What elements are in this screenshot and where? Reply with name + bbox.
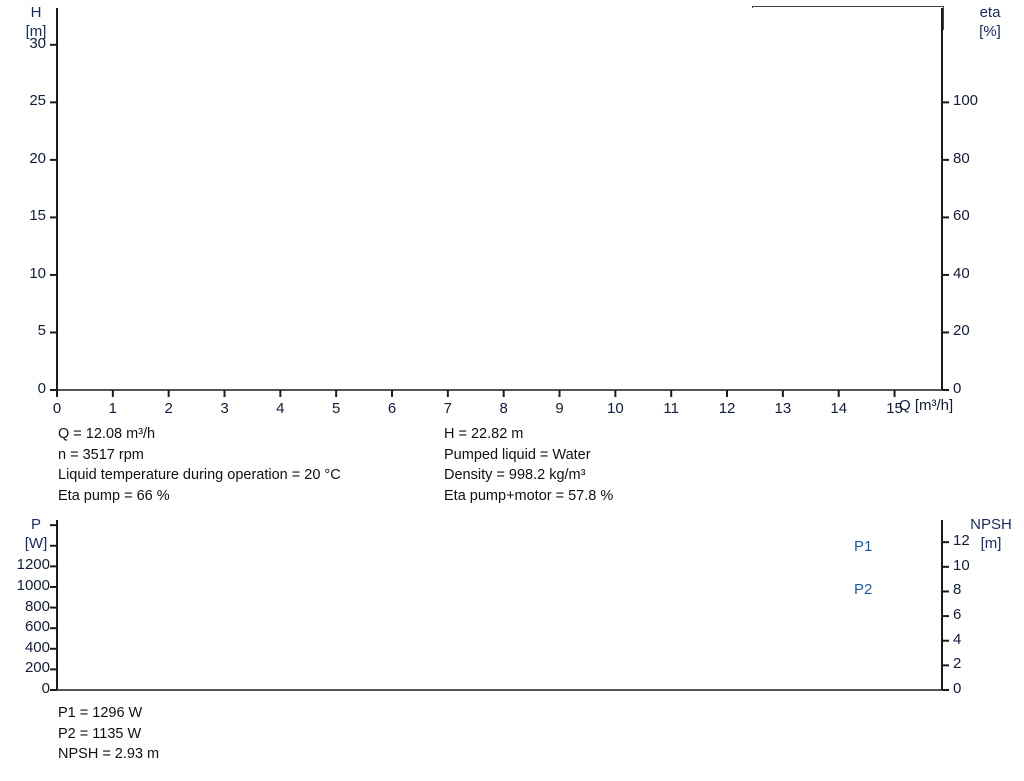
bottom-y-right-tick-2: 2 (953, 655, 962, 673)
duty-point-info-right: H = 22.82 m Pumped liquid = Water Densit… (444, 424, 613, 506)
top-y-right-axis-title: eta [%] (962, 4, 1018, 42)
top-y-left-tick-5: 5 (37, 322, 46, 340)
top-x-axis-title: Q [m³/h] (899, 397, 954, 414)
top-y-right-tick-100: 100 (953, 92, 979, 110)
bottom-y-right-tick-12: 12 (953, 532, 970, 550)
bottom-y-right-tick-0: 0 (953, 680, 962, 697)
top-y-left-axis-title: H [m] (16, 4, 56, 42)
bottom-y-left-tick-200: 200 (24, 659, 50, 677)
info-right-line-2: Density = 998.2 kg/m³ (444, 467, 586, 483)
bottom-y-right-tick-4: 4 (953, 630, 962, 648)
head-efficiency-chart (57, 8, 942, 390)
info-right-line-3: Eta pump+motor = 57.8 % (444, 487, 614, 504)
top-x-tick-9: 9 (555, 400, 564, 417)
info-right-line-0: H = 22.82 m (444, 426, 524, 442)
p1-curve-label: P1 (854, 538, 873, 555)
top-x-tick-15: 15 (886, 400, 903, 417)
bottom-y-right-axis-name: NPSH (970, 516, 1012, 533)
power-info-line-2: NPSH = 2.93 m (58, 746, 160, 762)
top-x-tick-8: 8 (499, 400, 508, 417)
bottom-y-right-axis-title: NPSH [m] (960, 516, 1022, 554)
bottom-y-left-axis-name: P (30, 516, 41, 533)
bottom-y-left-tick-400: 400 (24, 638, 50, 656)
top-y-left-axis-unit: [m] (25, 22, 47, 40)
top-x-tick-7: 7 (443, 400, 453, 417)
info-left-line-1: n = 3517 rpm (58, 446, 144, 463)
top-x-tick-6: 6 (387, 400, 397, 417)
top-x-tick-1: 1 (108, 400, 117, 417)
info-right-line-1: Pumped liquid = Water (444, 446, 591, 463)
top-y-left-tick-15: 15 (29, 207, 46, 225)
bottom-y-right-tick-10: 10 (953, 556, 970, 574)
top-y-right-axis-unit: [%] (979, 22, 1001, 40)
info-left-line-0: Q = 12.08 m³/h (58, 426, 156, 442)
top-x-tick-14: 14 (830, 400, 848, 417)
power-info-line-0: P1 = 1296 W (58, 705, 143, 721)
bottom-y-left-tick-800: 800 (24, 597, 50, 615)
power-npsh-chart (57, 520, 942, 690)
bottom-y-right-axis-unit: [m] (980, 534, 1002, 552)
top-x-tick-3: 3 (220, 400, 229, 417)
top-y-right-tick-80: 80 (953, 149, 970, 167)
p2-curve-label: P2 (854, 581, 873, 598)
top-y-right-tick-60: 60 (953, 207, 970, 225)
top-y-right-tick-40: 40 (953, 264, 970, 282)
top-x-tick-13: 13 (774, 400, 792, 417)
top-y-right-axis-name: eta (979, 4, 1001, 21)
top-y-right-tick-20: 20 (953, 322, 970, 340)
power-info-block: P1 = 1296 W P2 = 1135 W NPSH = 2.93 m (58, 703, 159, 765)
top-y-left-tick-25: 25 (29, 92, 46, 110)
top-x-tick-4: 4 (276, 400, 285, 417)
top-y-left-tick-10: 10 (29, 264, 46, 282)
top-x-tick-12: 12 (718, 400, 736, 417)
power-info-line-1: P2 = 1135 W (58, 725, 142, 742)
top-chart-axes (50, 8, 949, 397)
info-left-line-3: Eta pump = 66 % (58, 487, 170, 504)
bottom-y-left-tick-1000: 1000 (16, 576, 50, 594)
bottom-y-left-tick-600: 600 (24, 618, 50, 636)
bottom-y-left-tick-1200: 1200 (16, 556, 50, 574)
info-left-line-2: Liquid temperature during operation = 20… (58, 467, 341, 483)
bottom-chart-axes (50, 520, 949, 691)
bottom-y-left-tick-0: 0 (41, 680, 50, 697)
top-x-tick-10: 10 (607, 400, 624, 417)
bottom-y-left-axis-unit: [W] (24, 534, 48, 552)
top-y-left-tick-30: 30 (29, 34, 46, 52)
top-x-tick-2: 2 (164, 400, 173, 417)
top-x-tick-0: 0 (52, 400, 62, 417)
top-y-left-tick-0: 0 (37, 380, 46, 397)
top-x-tick-11: 11 (663, 400, 679, 417)
top-y-left-tick-20: 20 (29, 149, 46, 167)
bottom-y-right-tick-6: 6 (953, 606, 962, 624)
bottom-y-left-axis-title: P [W] (16, 516, 56, 554)
top-y-left-axis-name: H (30, 4, 42, 21)
bottom-y-right-tick-8: 8 (953, 581, 962, 599)
top-y-right-tick-0: 0 (953, 380, 962, 397)
duty-point-info-left: Q = 12.08 m³/h n = 3517 rpm Liquid tempe… (58, 424, 341, 506)
top-x-tick-5: 5 (332, 400, 341, 417)
